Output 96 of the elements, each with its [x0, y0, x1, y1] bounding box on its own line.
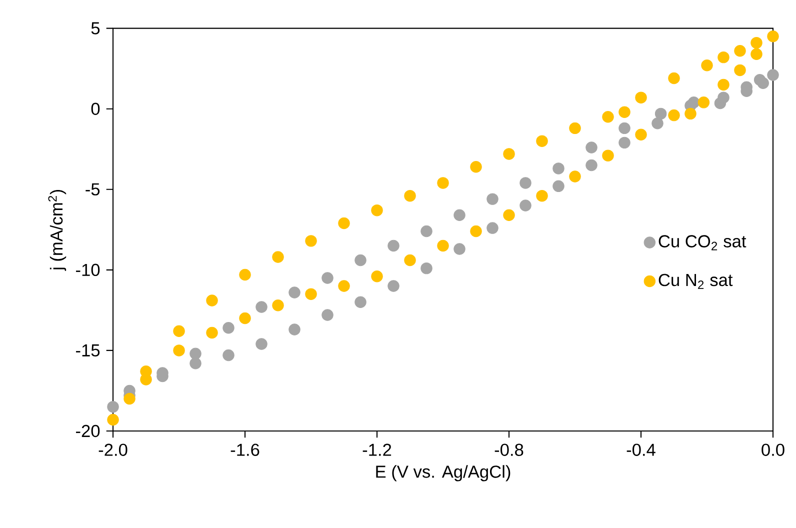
- x-tick-label: -0.4: [626, 444, 656, 456]
- point: [222, 322, 234, 334]
- y-tick-label: -15: [76, 344, 100, 356]
- point: [256, 301, 268, 313]
- x-axis-title: E (V vs. Ag/AgCl): [376, 465, 510, 482]
- point: [322, 309, 334, 321]
- point: [668, 72, 680, 84]
- point: [586, 159, 598, 172]
- y-tick-label: -10: [76, 264, 100, 276]
- point: [701, 60, 713, 72]
- point: [767, 30, 779, 42]
- x-tick-label: -1.6: [230, 444, 260, 456]
- point: [486, 222, 498, 234]
- point: [272, 251, 284, 263]
- point: [288, 324, 300, 336]
- point: [454, 209, 466, 222]
- y-axis-title: j (mA/cm$^{2}$): [48, 190, 66, 271]
- x-tick-label: 0.0: [762, 444, 784, 456]
- point: [552, 180, 564, 192]
- point: [437, 177, 449, 189]
- point: [107, 414, 119, 426]
- point: [767, 69, 779, 81]
- point: [569, 170, 581, 182]
- point: [503, 209, 515, 222]
- point: [206, 294, 218, 306]
- point: [173, 325, 185, 337]
- point: [536, 190, 548, 202]
- point: [388, 240, 400, 252]
- point: [107, 400, 119, 413]
- point: [635, 92, 647, 104]
- point: [668, 109, 680, 122]
- point: [239, 312, 251, 324]
- point: [602, 150, 614, 162]
- point: [190, 348, 202, 360]
- point: [698, 96, 710, 108]
- point: [470, 160, 482, 173]
- point: [618, 122, 630, 134]
- point: [503, 148, 515, 160]
- point: [757, 77, 769, 89]
- point: [718, 51, 730, 64]
- point: [734, 45, 746, 57]
- point: [354, 254, 366, 266]
- point: [734, 64, 746, 76]
- point: [272, 299, 284, 312]
- point: [173, 344, 185, 356]
- y-tick-label: 5: [91, 22, 100, 34]
- point: [371, 204, 383, 216]
- point: [140, 374, 152, 386]
- point: [618, 136, 630, 149]
- point: [239, 268, 251, 281]
- point: [536, 135, 548, 147]
- y-tick-label: -20: [76, 424, 100, 438]
- point: [520, 200, 532, 212]
- point: [124, 392, 136, 405]
- point: [750, 48, 762, 60]
- point: [750, 36, 762, 49]
- point: [256, 338, 268, 350]
- point: [437, 240, 449, 252]
- x-tick-label: -1.2: [362, 444, 392, 456]
- y-tick-label: 0: [91, 102, 100, 115]
- point: [586, 142, 598, 154]
- point: [288, 286, 300, 298]
- legend-label: Cu N$_{2}$ sat: [658, 274, 733, 289]
- point: [652, 117, 664, 130]
- x-tick-label: -2.0: [98, 444, 128, 456]
- point: [454, 243, 466, 255]
- point: [305, 288, 317, 300]
- point: [338, 280, 350, 292]
- y-tick-label: -5: [86, 183, 100, 196]
- point: [470, 225, 482, 238]
- point: [684, 108, 696, 120]
- point: [618, 106, 630, 118]
- point: [354, 296, 366, 308]
- point: [654, 108, 667, 120]
- point: [404, 254, 416, 266]
- x-tick-label: -0.8: [494, 444, 524, 456]
- point: [552, 162, 564, 174]
- point: [718, 78, 730, 91]
- point: [305, 235, 317, 247]
- point: [602, 111, 614, 123]
- point: [222, 349, 234, 362]
- point: [404, 190, 416, 202]
- point: [420, 225, 432, 238]
- point: [190, 357, 202, 370]
- point: [718, 92, 730, 104]
- point: [420, 262, 432, 274]
- legend-label: Cu CO$_{2}$ sat: [658, 235, 746, 250]
- point: [486, 193, 498, 205]
- point: [371, 270, 383, 282]
- point: [520, 177, 532, 189]
- point: [569, 122, 581, 134]
- point: [338, 217, 350, 230]
- point: [206, 326, 218, 339]
- point: [388, 280, 400, 292]
- point: [322, 272, 334, 284]
- point: [635, 128, 647, 140]
